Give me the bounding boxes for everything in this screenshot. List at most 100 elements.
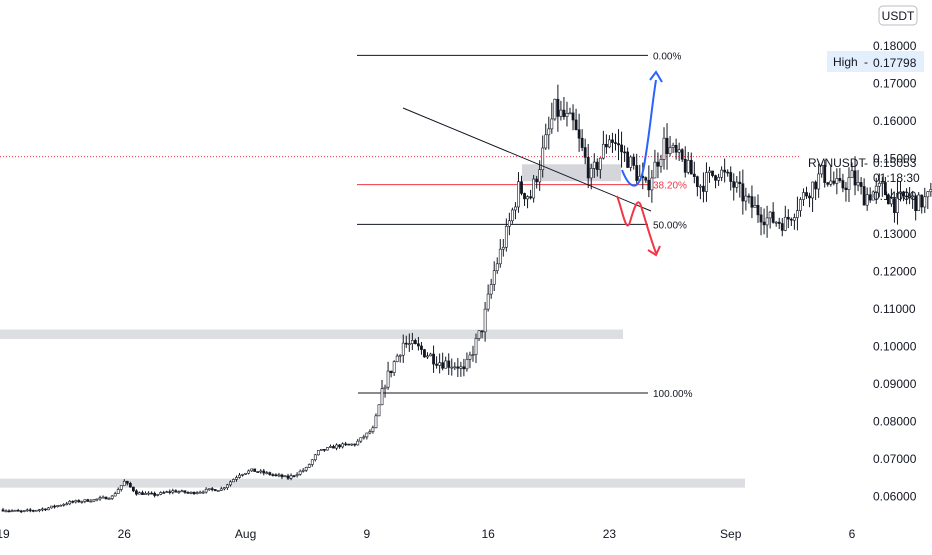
candle: [644, 176, 648, 183]
candle: [198, 490, 202, 494]
candle-body: [608, 139, 611, 148]
candle: [174, 489, 178, 493]
candle-body: [77, 500, 81, 503]
candle: [253, 468, 257, 472]
candle: [426, 352, 429, 360]
candle-body: [53, 505, 56, 508]
candle-body: [765, 217, 769, 226]
candle: [874, 177, 878, 204]
candle: [356, 438, 360, 446]
candle: [908, 186, 912, 205]
currency-badge[interactable]: USDT: [878, 5, 918, 26]
candle: [362, 434, 366, 440]
candle-body: [4, 510, 8, 513]
candle: [495, 257, 499, 274]
candle: [377, 404, 381, 417]
candle-body: [774, 221, 778, 224]
candle-body: [517, 181, 520, 208]
candle: [538, 160, 542, 191]
candle-body: [771, 211, 775, 223]
candle-body: [844, 187, 848, 191]
candle: [492, 261, 496, 291]
candle-body: [213, 489, 217, 492]
candle: [289, 473, 293, 481]
bullish-projection-curve: [621, 79, 657, 187]
candle-body: [353, 443, 357, 446]
candle-body: [192, 491, 196, 495]
candle-body: [356, 440, 360, 446]
candle: [116, 487, 120, 494]
candle: [80, 500, 84, 504]
candle: [410, 332, 414, 351]
time-tick-label: 9: [364, 527, 371, 541]
candle-body: [174, 490, 178, 493]
candle-body: [62, 504, 66, 506]
candle: [238, 472, 241, 479]
candle: [13, 509, 17, 512]
candle-body: [344, 443, 348, 446]
candle-body: [37, 509, 41, 511]
candle: [110, 494, 114, 500]
time-axis[interactable]: 19 26 Aug 9 16 23 Sep 6: [0, 527, 856, 541]
candle-body: [705, 172, 708, 192]
candle-body: [159, 492, 163, 495]
candle: [747, 193, 751, 204]
price-axis[interactable]: 0.06000 0.07000 0.08000 0.09000 0.10000 0.110…: [873, 39, 917, 504]
candle-body: [377, 404, 381, 417]
candle: [504, 218, 508, 252]
candle-body: [698, 185, 702, 188]
candle-body: [811, 181, 814, 199]
price-tick-label: 0.15000: [873, 152, 917, 166]
candle-body: [504, 225, 508, 248]
candle-body: [453, 366, 457, 369]
candle: [498, 239, 502, 268]
candle: [423, 348, 426, 358]
candle-body: [329, 446, 332, 448]
candle-body: [777, 221, 781, 224]
candle: [738, 171, 742, 198]
candle: [735, 176, 739, 193]
candle-body: [686, 160, 690, 173]
candle: [277, 472, 281, 478]
candle: [850, 162, 854, 178]
candle: [526, 195, 529, 209]
candle: [59, 504, 63, 507]
candle: [359, 437, 363, 444]
candle-body: [589, 168, 593, 179]
candle-body: [574, 119, 578, 130]
candle: [68, 500, 72, 506]
candle: [4, 509, 8, 513]
candle: [917, 192, 921, 211]
candle-body: [359, 437, 363, 442]
candle: [805, 186, 808, 199]
currency-badge-label: USDT: [882, 9, 915, 23]
candle-body: [271, 474, 275, 476]
candle: [222, 487, 226, 491]
support-zone-0.063: [0, 478, 745, 488]
candle-countdown: 01:18:30: [873, 171, 920, 185]
candle: [41, 507, 44, 512]
candle: [780, 217, 784, 237]
candle: [832, 171, 836, 186]
high-label-dash: -: [864, 55, 868, 69]
candle: [329, 444, 332, 448]
candle: [486, 284, 490, 312]
candle-body: [526, 196, 529, 200]
descending-trendline: [402, 107, 652, 212]
candle-body: [926, 191, 930, 198]
high-price-label: High - 0.17798: [827, 51, 924, 72]
candle: [353, 443, 357, 447]
time-tick-label: 16: [481, 527, 495, 541]
candle-body: [210, 488, 214, 490]
candle: [113, 491, 117, 497]
candle-body: [510, 209, 514, 222]
candle-body: [586, 157, 590, 179]
price-tick-label: 0.06000: [873, 490, 917, 504]
candle-body: [283, 475, 287, 478]
candles-layer: [1, 84, 932, 514]
candle: [350, 443, 354, 446]
candle-body: [920, 194, 924, 208]
candle: [517, 172, 520, 213]
